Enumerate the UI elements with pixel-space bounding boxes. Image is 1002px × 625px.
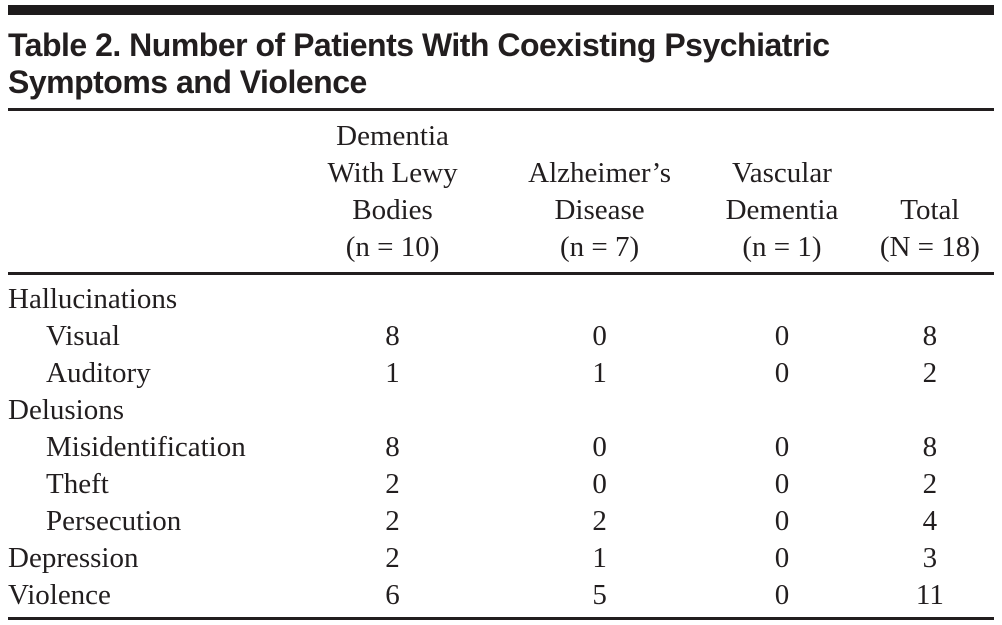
cell-value: 8	[385, 431, 400, 463]
bottom-rule	[8, 617, 994, 620]
header-col-vascular-dementia: Vascular Dementia (n = 1)	[698, 111, 866, 275]
cell-value: 0	[774, 357, 790, 389]
row-label: Visual	[46, 320, 120, 352]
patients-symptoms-table: Dementia With Lewy Bodies (n = 10) Alzhe…	[8, 111, 994, 614]
cell-value	[866, 274, 994, 319]
cell-value: 2	[922, 468, 938, 500]
cell-value: 0	[774, 320, 790, 352]
header-col-total: Total (N = 18)	[865, 111, 994, 275]
header-row: Dementia With Lewy Bodies (n = 10) Alzhe…	[8, 111, 994, 275]
cell-value	[698, 392, 866, 429]
row-label: Delusions	[8, 394, 124, 426]
table-row-misidentification: Misidentification 8 0 0 8	[8, 429, 994, 466]
table-row-delusions: Delusions	[8, 392, 994, 429]
header-empty-cell	[8, 111, 285, 275]
cell-value: 0	[592, 468, 607, 500]
cell-value: 11	[915, 579, 944, 611]
cell-value	[284, 274, 501, 319]
row-label: Depression	[8, 542, 139, 574]
cell-value: 6	[385, 579, 400, 611]
cell-value: 0	[592, 320, 607, 352]
table-row-persecution: Persecution 2 2 0 4	[8, 503, 994, 540]
cell-value: 3	[922, 542, 938, 574]
cell-value: 8	[922, 431, 938, 463]
table-row-visual: Visual 8 0 0 8	[8, 318, 994, 355]
cell-value: 1	[592, 542, 607, 574]
cell-value	[284, 392, 501, 429]
row-label: Auditory	[46, 357, 151, 389]
row-label: Violence	[8, 579, 111, 611]
cell-value: 2	[592, 505, 607, 537]
row-label: Hallucinations	[8, 283, 178, 315]
table-row-hallucinations: Hallucinations	[8, 274, 994, 319]
cell-value	[501, 274, 698, 319]
cell-value: 0	[774, 579, 790, 611]
cell-value: 4	[922, 505, 938, 537]
cell-value: 0	[774, 505, 790, 537]
row-label: Persecution	[46, 505, 182, 537]
header-col-dementia-lewy-bodies: Dementia With Lewy Bodies (n = 10)	[284, 111, 501, 275]
cell-value: 8	[922, 320, 938, 352]
cell-value: 2	[922, 357, 938, 389]
cell-value: 0	[774, 431, 790, 463]
cell-value	[866, 392, 994, 429]
row-label: Theft	[46, 468, 109, 500]
table-row-depression: Depression 2 1 0 3	[8, 540, 994, 577]
cell-value: 5	[592, 579, 607, 611]
table-title: Table 2. Number of Patients With Coexist…	[8, 27, 994, 111]
top-thick-rule	[8, 5, 994, 15]
cell-value: 0	[774, 468, 790, 500]
cell-value: 8	[385, 320, 400, 352]
cell-value	[501, 392, 698, 429]
cell-value: 0	[592, 431, 607, 463]
cell-value: 2	[385, 505, 400, 537]
cell-value: 2	[385, 468, 400, 500]
cell-value: 1	[592, 357, 607, 389]
row-label: Misidentification	[46, 431, 246, 463]
cell-value	[698, 274, 866, 319]
table-row-violence: Violence 6 5 0 11	[8, 577, 994, 614]
cell-value: 0	[774, 542, 790, 574]
cell-value: 1	[385, 357, 400, 389]
header-col-alzheimers-disease: Alzheimer’s Disease (n = 7)	[500, 111, 699, 275]
table-row-auditory: Auditory 1 1 0 2	[8, 355, 994, 392]
table-row-theft: Theft 2 0 0 2	[8, 466, 994, 503]
cell-value: 2	[385, 542, 400, 574]
